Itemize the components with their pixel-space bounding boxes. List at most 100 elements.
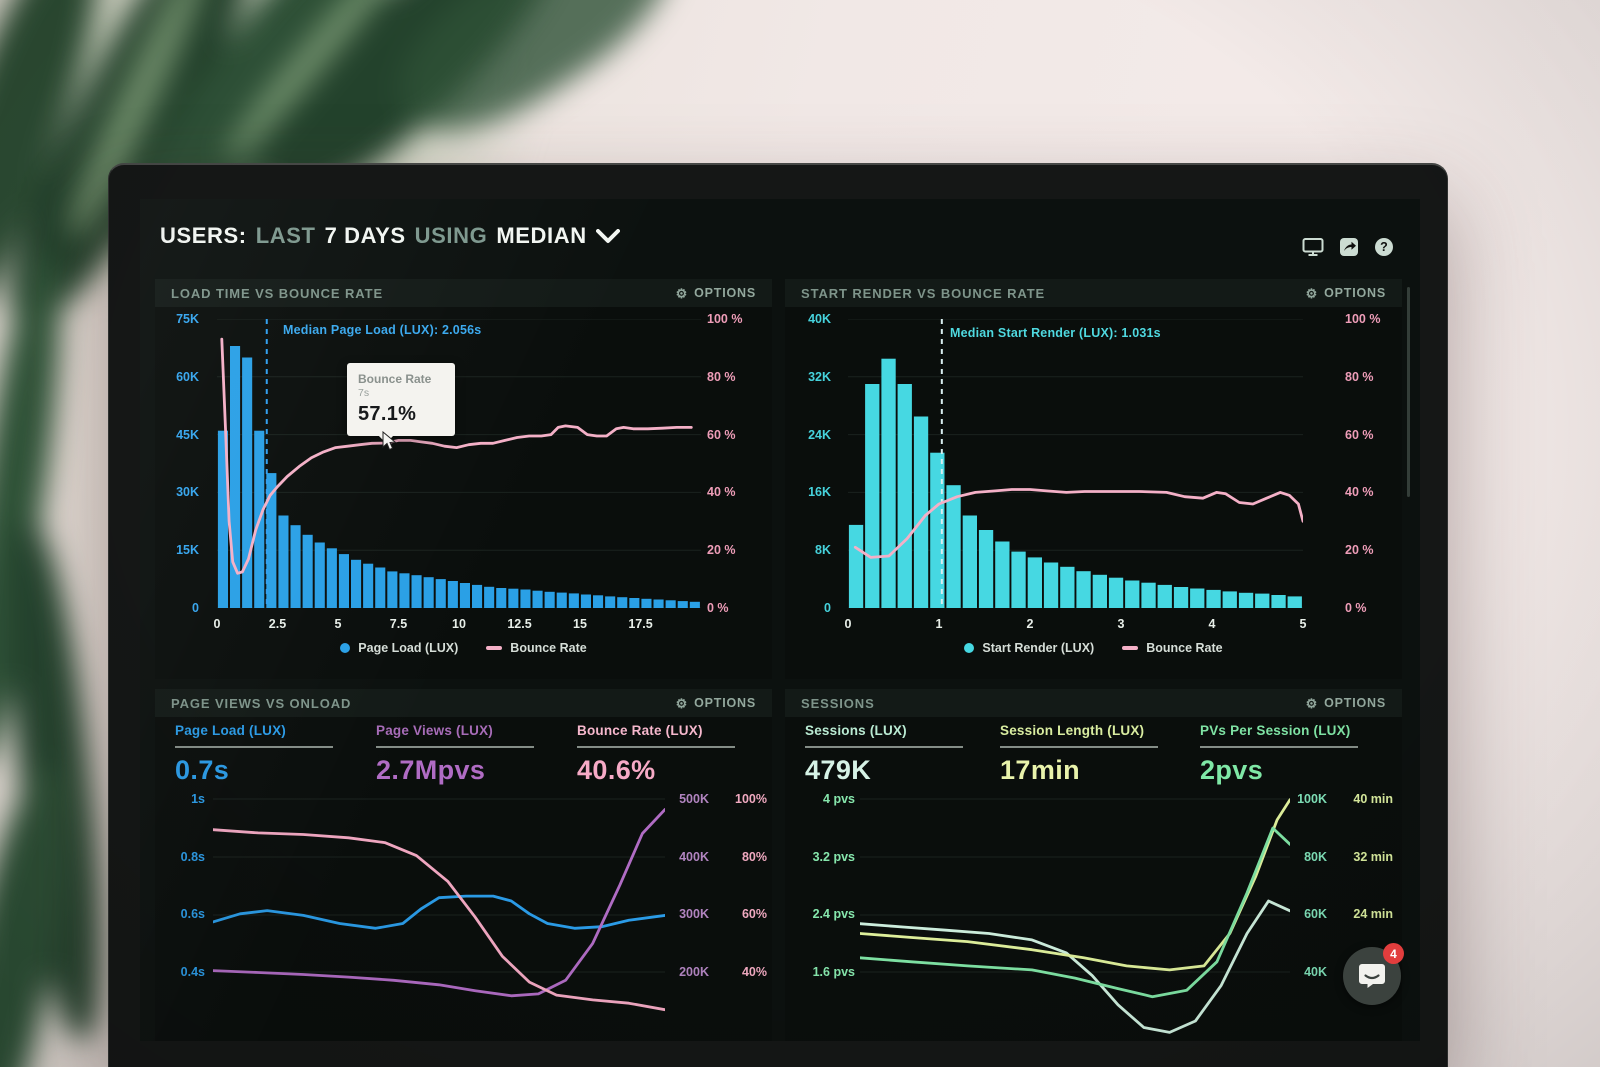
y-tick: 100 % xyxy=(1345,312,1381,326)
metric-underline xyxy=(1000,746,1158,748)
metric-value: 17min xyxy=(1000,755,1081,785)
y-tick: 40% xyxy=(741,964,767,979)
metric-underline xyxy=(175,746,333,748)
options-button[interactable]: ⚙ OPTIONS xyxy=(1306,696,1386,710)
x-tick: 5 xyxy=(1299,617,1307,631)
x-tick: 2.5 xyxy=(268,617,287,631)
panel-start-render-vs-bounce-rate: START RENDER VS BOUNCE RATE ⚙ OPTIONS 40… xyxy=(785,279,1402,679)
metric-label: Bounce Rate (LUX) xyxy=(577,723,703,738)
y-tick: 1.6 pvs xyxy=(812,964,855,979)
x-tick: 0 xyxy=(844,617,852,631)
panel-sessions: SESSIONS ⚙ OPTIONS Sessions (LUX) 479K S… xyxy=(785,689,1402,1041)
metric-bounce-rate: Bounce Rate (LUX) 40.6% xyxy=(577,723,767,786)
y-tick: 200K xyxy=(679,964,709,979)
y-tick: 2.4 pvs xyxy=(812,907,855,922)
x-tick: 7.5 xyxy=(389,617,408,631)
hover-tooltip: Bounce Rate 7s 57.1% xyxy=(347,363,455,436)
metric-page-views: Page Views (LUX) 2.7Mpvs xyxy=(376,723,566,786)
y-tick: 32K xyxy=(808,369,831,384)
load-time-chart[interactable] xyxy=(217,319,701,608)
display-icon[interactable] xyxy=(1302,237,1324,257)
chart-legend: Page Load (LUX) Bounce Rate xyxy=(155,641,772,655)
sessions-chart[interactable] xyxy=(860,794,1290,1034)
options-button[interactable]: ⚙ OPTIONS xyxy=(1306,286,1386,300)
metric-underline xyxy=(1200,746,1358,748)
title-using: USING xyxy=(414,223,488,248)
metric-session-length: Session Length (LUX) 17min xyxy=(1000,723,1190,786)
y-tick: 100% xyxy=(735,792,767,806)
x-tick: 3 xyxy=(1117,617,1125,631)
title-7days: 7 DAYS xyxy=(324,223,406,248)
chat-widget-button[interactable]: 4 xyxy=(1343,943,1404,1005)
options-label: OPTIONS xyxy=(1324,696,1386,710)
metric-label: PVs Per Session (LUX) xyxy=(1200,723,1351,738)
y-tick: 30K xyxy=(176,485,199,500)
legend-dot-icon xyxy=(340,643,351,653)
y-tick: 8K xyxy=(815,543,831,558)
y-axis-left: 4 pvs 3.2 pvs 2.4 pvs 1.6 pvs xyxy=(785,791,855,980)
page-views-onload-chart[interactable] xyxy=(213,794,665,1034)
metric-value: 40.6% xyxy=(577,755,656,785)
title-median: MEDIAN xyxy=(496,223,587,248)
metric-underline xyxy=(577,746,735,748)
options-label: OPTIONS xyxy=(1324,286,1386,300)
legend-dot-icon xyxy=(964,643,975,653)
header-icons: ? xyxy=(1302,237,1394,257)
chevron-down-icon[interactable] xyxy=(595,228,620,244)
legend-start-render[interactable]: Start Render (LUX) xyxy=(964,641,1094,655)
y-tick: 60 % xyxy=(1345,427,1374,442)
panel-load-time-vs-bounce-rate: LOAD TIME VS BOUNCE RATE ⚙ OPTIONS 75K 6… xyxy=(155,279,772,679)
metric-value: 0.7s xyxy=(175,755,230,785)
metric-label: Session Length (LUX) xyxy=(1000,723,1145,738)
legend-page-load[interactable]: Page Load (LUX) xyxy=(340,641,458,655)
dashboard-title: USERS: LAST 7 DAYS USING MEDIAN xyxy=(160,223,620,249)
start-render-chart[interactable] xyxy=(848,319,1303,608)
legend-label: Bounce Rate xyxy=(510,641,587,655)
y-tick: 0 xyxy=(824,600,831,615)
y-tick: 3.2 pvs xyxy=(812,849,855,864)
median-annotation: Median Page Load (LUX): 2.056s xyxy=(283,323,482,337)
y-tick: 1s xyxy=(191,792,205,806)
options-button[interactable]: ⚙ OPTIONS xyxy=(676,286,756,300)
y-axis-right: 100 % 80 % 60 % 40 % 20 % 0 % xyxy=(707,311,767,616)
y-tick: 24 min xyxy=(1353,907,1393,922)
x-tick: 4 xyxy=(1208,617,1216,631)
y-tick: 75K xyxy=(176,312,199,326)
y-axis-right: 500K 100% 400K 80% 300K 60% 200K 40% xyxy=(667,791,767,980)
metric-page-load: Page Load (LUX) 0.7s xyxy=(175,723,365,786)
y-tick: 100 % xyxy=(707,312,743,326)
y-tick: 60% xyxy=(741,907,767,922)
gear-icon: ⚙ xyxy=(675,695,689,711)
y-tick: 4 pvs xyxy=(823,792,855,806)
y-tick: 80 % xyxy=(707,369,736,384)
y-tick: 0.4s xyxy=(180,964,205,979)
y-axis-left: 40K 32K 24K 16K 8K 0 xyxy=(785,311,831,616)
legend-bounce-rate[interactable]: Bounce Rate xyxy=(1122,641,1223,655)
x-tick: 1 xyxy=(935,617,943,631)
y-tick: 40K xyxy=(1304,964,1327,979)
gear-icon: ⚙ xyxy=(1305,285,1319,301)
help-icon[interactable]: ? xyxy=(1374,237,1394,257)
y-tick: 60K xyxy=(1304,907,1327,922)
y-tick: 0.6s xyxy=(180,907,205,922)
y-tick: 32 min xyxy=(1353,849,1393,864)
chat-bubble-icon xyxy=(1359,964,1385,988)
legend-bounce-rate[interactable]: Bounce Rate xyxy=(486,641,587,655)
tooltip-series: Bounce Rate xyxy=(358,372,432,386)
panel-header: LOAD TIME VS BOUNCE RATE ⚙ OPTIONS xyxy=(155,279,772,307)
options-label: OPTIONS xyxy=(694,286,756,300)
x-axis-ticks: 0 2.5 5 7.5 10 12.5 15 17.5 xyxy=(213,617,701,633)
panel-title: PAGE VIEWS VS ONLOAD xyxy=(171,695,352,711)
share-icon[interactable] xyxy=(1339,237,1359,257)
median-annotation: Median Start Render (LUX): 1.031s xyxy=(950,326,1161,340)
y-tick: 0 xyxy=(192,600,199,615)
scrollbar[interactable] xyxy=(1407,287,1410,497)
metric-value: 2pvs xyxy=(1200,755,1264,785)
chart-legend: Start Render (LUX) Bounce Rate xyxy=(785,641,1402,655)
x-tick: 0 xyxy=(213,617,221,631)
laptop: USERS: LAST 7 DAYS USING MEDIAN xyxy=(108,163,1448,1067)
y-tick: 40 min xyxy=(1353,792,1393,806)
options-button[interactable]: ⚙ OPTIONS xyxy=(676,696,756,710)
panel-page-views-vs-onload: PAGE VIEWS VS ONLOAD ⚙ OPTIONS Page Load… xyxy=(155,689,772,1041)
metric-value: 479K xyxy=(805,755,872,785)
